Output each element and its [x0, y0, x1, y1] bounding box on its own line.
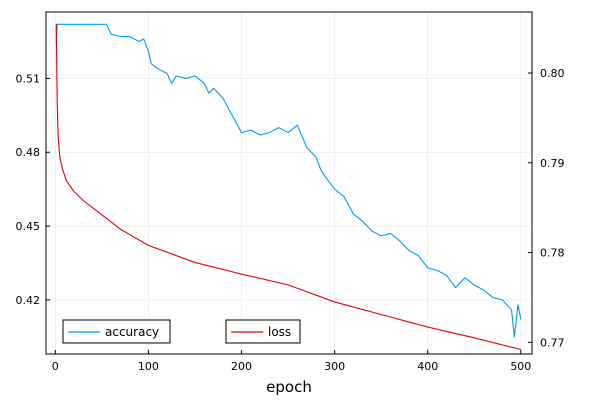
x-tick-label: 500 — [510, 360, 531, 373]
left-tick-label: 0.51 — [16, 72, 41, 85]
x-tick-label: 100 — [138, 360, 159, 373]
right-tick-label: 0.80 — [540, 67, 565, 80]
series-line-accuracy — [55, 23, 522, 338]
legend-accuracy-box — [62, 319, 171, 344]
x-tick-label: 200 — [231, 360, 252, 373]
right-tick-label: 0.77 — [540, 336, 565, 349]
left-axis-ticks: 0.42 0.45 0.48 0.51 — [16, 72, 50, 307]
grid-lines — [46, 12, 532, 354]
left-tick-label: 0.42 — [16, 294, 41, 307]
x-axis-label: epoch — [266, 378, 312, 396]
left-tick-label: 0.48 — [16, 146, 41, 159]
x-tick-label: 400 — [417, 360, 438, 373]
series-line-loss — [55, 23, 521, 351]
legend-loss-label: loss — [268, 325, 291, 339]
right-tick-label: 0.78 — [540, 247, 565, 260]
x-tick-label: 300 — [324, 360, 345, 373]
right-axis-ticks: 0.77 0.78 0.79 0.80 — [528, 67, 565, 349]
x-tick-label: 0 — [52, 360, 59, 373]
legend-accuracy-label: accuracy — [105, 325, 159, 339]
series-layer — [55, 23, 522, 351]
x-axis-ticks: 0 100 200 300 400 500 — [52, 350, 531, 373]
plot-frame — [45, 11, 533, 355]
legend-loss: loss — [225, 319, 301, 344]
legend-accuracy: accuracy — [62, 319, 171, 344]
right-tick-label: 0.79 — [540, 157, 565, 170]
left-tick-label: 0.45 — [16, 220, 41, 233]
